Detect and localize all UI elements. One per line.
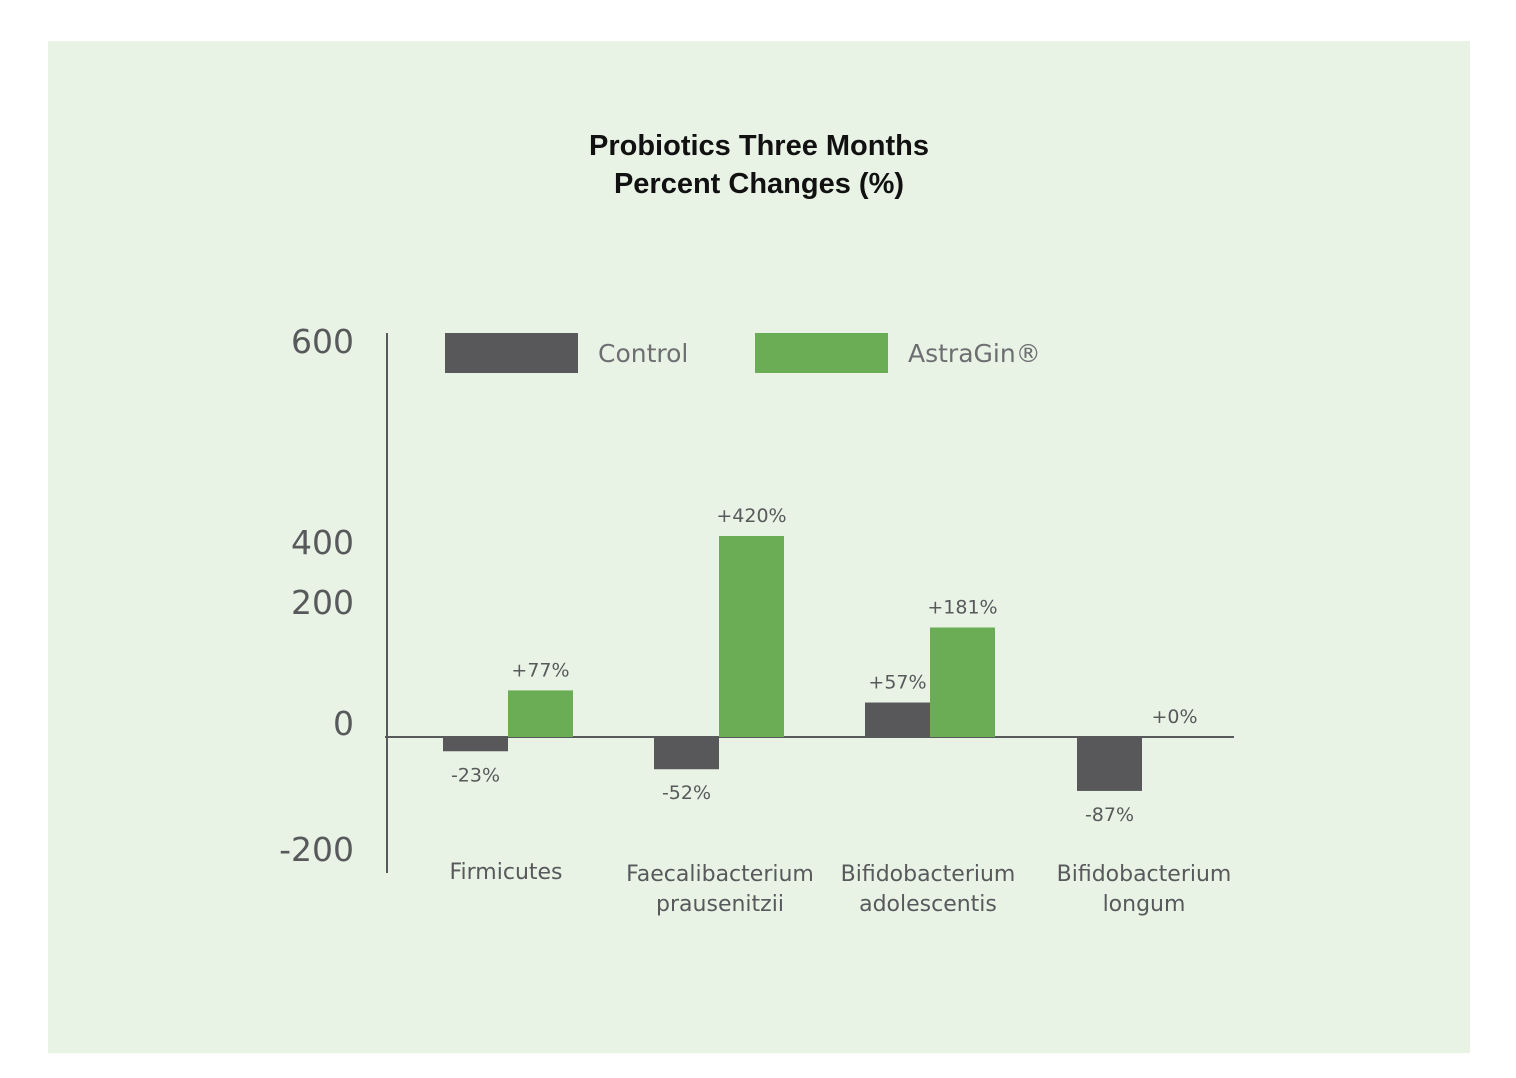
bar-1-2 — [930, 627, 995, 737]
y-tick-label-2: 200 — [291, 583, 354, 622]
category-labels: Firmicutes Faecalibacterium prausenitzii Bi… — [449, 860, 1231, 917]
data-label-0-1: -52% — [662, 782, 711, 804]
data-label-0-2: +57% — [868, 672, 926, 694]
bar-1-0 — [508, 690, 573, 737]
data-label-1-3: +0% — [1151, 706, 1197, 728]
legend: Control AstraGin® — [445, 333, 1041, 373]
bars — [443, 536, 1142, 791]
data-labels: -23% +77% -52% +420% +57% +181% -87% +0% — [451, 505, 1198, 826]
category-label-0-line-0: Firmicutes — [449, 860, 562, 885]
y-tick-label-0: 600 — [291, 322, 354, 361]
legend-label-1: AstraGin® — [908, 339, 1041, 368]
y-tick-label-1: 400 — [291, 523, 354, 562]
bar-1-1 — [719, 536, 784, 737]
y-tick-label-3: 0 — [333, 704, 354, 743]
bar-0-0 — [443, 737, 508, 752]
category-label-2-line-1: adolescentis — [859, 892, 997, 917]
data-label-1-2: +181% — [927, 596, 997, 618]
category-label-2-line-0: Bifidobacterium — [841, 862, 1016, 887]
bar-0-3 — [1077, 737, 1142, 791]
category-label-1-line-1: prausenitzii — [656, 892, 784, 917]
category-label-3-line-0: Bifidobacterium — [1057, 862, 1232, 887]
chart-panel: Probiotics Three Months Percent Changes (… — [48, 41, 1470, 1053]
data-label-0-3: -87% — [1085, 804, 1134, 826]
legend-swatch-1 — [755, 333, 888, 373]
bar-0-1 — [654, 737, 719, 770]
chart-title: Probiotics Three Months Percent Changes (… — [589, 130, 929, 200]
data-label-0-0: -23% — [451, 764, 500, 786]
bar-chart: Probiotics Three Months Percent Changes (… — [279, 130, 1234, 917]
chart-title-line-2: Percent Changes (%) — [614, 168, 904, 200]
data-label-1-0: +77% — [511, 659, 569, 681]
legend-label-0: Control — [598, 339, 688, 368]
y-tick-label-4: -200 — [279, 830, 354, 869]
category-label-3-line-1: longum — [1103, 892, 1186, 917]
category-label-1-line-0: Faecalibacterium — [626, 862, 814, 887]
data-label-1-1: +420% — [716, 505, 786, 527]
legend-swatch-0 — [445, 333, 578, 373]
chart-title-line-1: Probiotics Three Months — [589, 130, 929, 162]
bar-0-2 — [865, 702, 930, 737]
